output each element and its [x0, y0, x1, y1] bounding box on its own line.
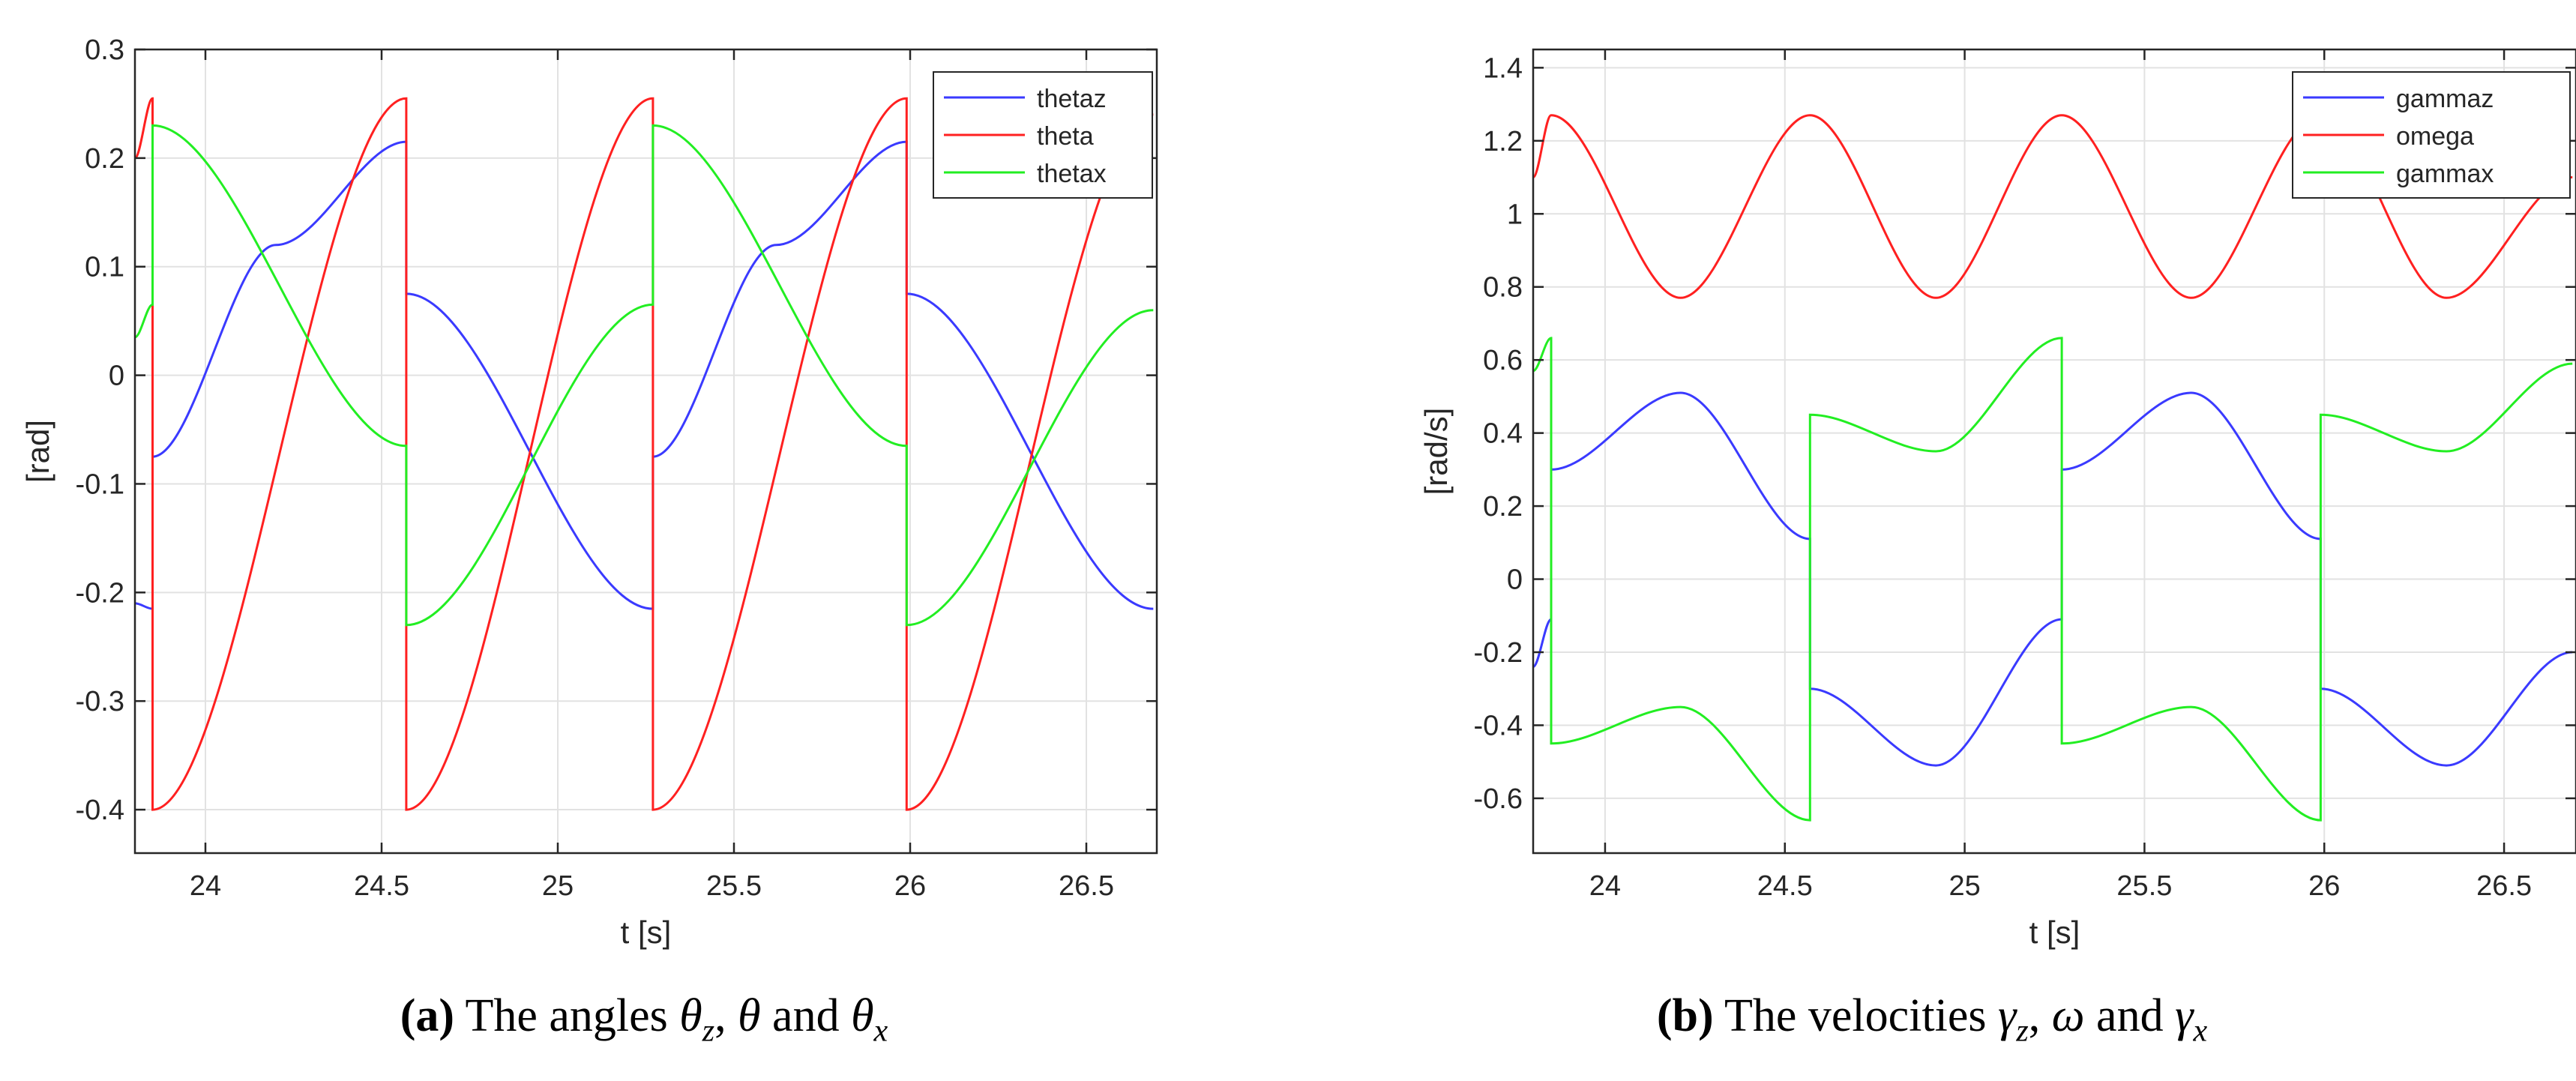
- x-tick-label: 26.5: [2476, 870, 2532, 902]
- caption-b-sym2: ω: [2051, 990, 2085, 1041]
- legend-label-theta: theta: [1037, 122, 1094, 151]
- caption-b-sym1: γ: [1997, 990, 2017, 1041]
- legend-label-gammax: gammax: [2396, 160, 2494, 188]
- angles-chart: 24 24.5 25 25.5 26 26.5 -0.4 -0.3 -0.2 -0.1 0 0.1 0.…: [20, 34, 1158, 950]
- x-tick-label: 25: [1948, 870, 1980, 902]
- y-tick-label: 0.1: [85, 252, 124, 283]
- y-tick-label: -0.2: [76, 577, 124, 609]
- y-axis-label: [rad]: [20, 420, 55, 483]
- x-axis-label: t [s]: [621, 915, 672, 950]
- caption-a: (a) The angles θz, θ and θx: [0, 990, 1288, 1049]
- series-line-gammax: [1533, 337, 2573, 822]
- y-tick-label: 1.4: [1483, 52, 1523, 84]
- caption-a-label: (a): [400, 990, 455, 1041]
- caption-a-sep1: ,: [714, 990, 726, 1041]
- y-tick-label: 0.8: [1483, 272, 1523, 304]
- y-tick-label: -0.3: [76, 686, 124, 717]
- y-tick-label: -0.4: [1474, 710, 1523, 741]
- caption-b-label: (b): [1656, 990, 1714, 1041]
- chart-panel-b: 24 24.5 25 25.5 26 26.5 -0.6 -0.4 -0.2 0 0.2 0.4 0.6…: [1288, 0, 2576, 1081]
- caption-b-text: The velocities: [1724, 990, 1987, 1041]
- caption-b: (b) The velocities γz, ω and γx: [1288, 990, 2576, 1049]
- series-line-gammaz: [1533, 391, 2573, 767]
- y-tick-label: 0: [109, 361, 124, 392]
- x-axis-label: t [s]: [2029, 915, 2080, 950]
- caption-a-sub1: z: [702, 1014, 715, 1049]
- x-tick-label: 24.5: [354, 870, 409, 902]
- x-tick-label: 26: [894, 870, 926, 902]
- legend-label-thetaz: thetaz: [1037, 85, 1107, 113]
- caption-a-sym2: θ: [738, 990, 761, 1041]
- series-line-theta: [135, 97, 1154, 811]
- x-tick-label: 25.5: [706, 870, 762, 902]
- y-tick-label: 1: [1507, 199, 1523, 230]
- x-tick-label: 25.5: [2116, 870, 2172, 902]
- legend-label-gammaz: gammaz: [2396, 85, 2494, 113]
- legend-label-thetax: thetax: [1037, 160, 1107, 188]
- caption-b-sub3: x: [2193, 1014, 2208, 1049]
- y-tick-label: 0.2: [85, 143, 124, 175]
- caption-b-sym3: γ: [2175, 990, 2194, 1041]
- caption-b-sub1: z: [2016, 1014, 2029, 1049]
- x-tick-label: 24: [1589, 870, 1621, 902]
- y-tick-label: -0.4: [76, 795, 124, 826]
- y-tick-label: 0.4: [1483, 418, 1523, 450]
- x-tick-label: 26: [2308, 870, 2340, 902]
- series-line-thetax: [135, 124, 1154, 627]
- velocities-chart: 24 24.5 25 25.5 26 26.5 -0.6 -0.4 -0.2 0 0.2 0.4 0.6…: [1418, 48, 2576, 950]
- axes-frame: [133, 48, 1158, 855]
- y-tick-label: 0: [1507, 564, 1523, 596]
- x-tick-label: 26.5: [1059, 870, 1114, 902]
- caption-a-sym1: θ: [679, 990, 702, 1041]
- caption-a-sub3: x: [873, 1014, 888, 1049]
- caption-b-sep1: ,: [2028, 990, 2041, 1041]
- y-tick-label: -0.1: [76, 469, 124, 500]
- chart-panel-a: 24 24.5 25 25.5 26 26.5 -0.4 -0.3 -0.2 -0.1 0 0.1 0.…: [0, 34, 1288, 1049]
- axes-frame: [1532, 48, 2576, 855]
- y-tick-label: 1.2: [1483, 126, 1523, 157]
- y-tick-label: -0.6: [1474, 783, 1523, 815]
- series-line-thetaz: [135, 140, 1154, 610]
- y-tick-label: -0.2: [1474, 637, 1523, 669]
- x-tick-label: 24: [190, 870, 221, 902]
- caption-b-sep2: and: [2096, 990, 2164, 1041]
- caption-a-sep2: and: [772, 990, 840, 1041]
- x-tick-label: 25: [542, 870, 574, 902]
- y-tick-label: 0.3: [85, 34, 124, 66]
- x-tick-label: 24.5: [1757, 870, 1813, 902]
- legend-label-omega: omega: [2396, 122, 2474, 151]
- caption-a-text: The angles: [465, 990, 668, 1041]
- y-axis-label: [rad/s]: [1418, 408, 1454, 496]
- y-tick-label: 0.6: [1483, 345, 1523, 376]
- y-tick-label: 0.2: [1483, 491, 1523, 523]
- caption-a-sym3: θ: [851, 990, 874, 1041]
